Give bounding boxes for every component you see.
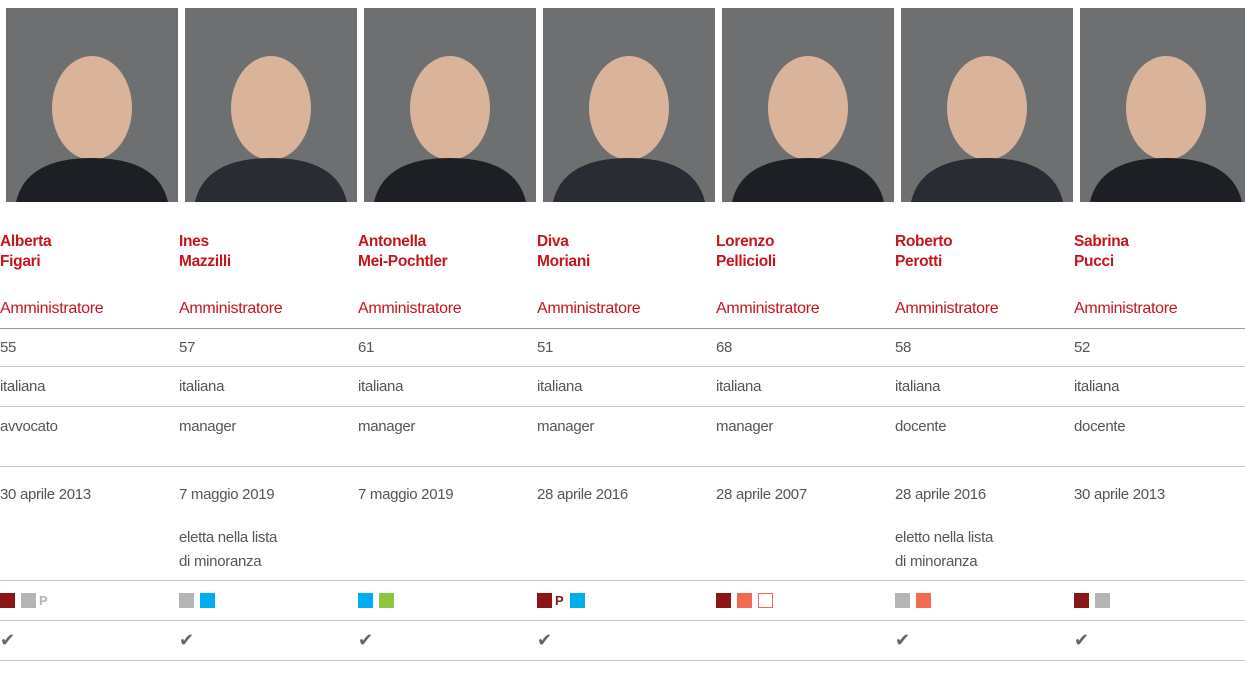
first-name: Lorenzo [716,233,775,250]
last-name: Figari [0,253,41,270]
note: eletta nella lista [179,529,277,546]
nationality: italiana [358,378,404,395]
first-name: Sabrina [1074,233,1129,250]
committee-icon [379,593,394,608]
row-divider [0,366,1245,367]
age: 57 [179,339,196,356]
profession: docente [895,418,947,435]
independence-check: ✔ [179,630,194,650]
nationality: italiana [895,378,941,395]
profession: manager [716,418,774,435]
appointment-date: 28 aprile 2016 [537,486,628,503]
independence-check: ✔ [537,630,552,650]
committee-icon [0,593,15,608]
committee-icon [179,593,194,608]
nationality: italiana [716,378,762,395]
committee-icon [895,593,910,608]
appointment-date: 7 maggio 2019 [179,486,275,503]
committee-role: P [39,593,48,608]
appointment-date: 7 maggio 2019 [358,486,454,503]
committee-icon [737,593,752,608]
committee-icon [1095,593,1110,608]
committee-icon [716,593,731,608]
first-name: Roberto [895,233,953,250]
profession: manager [537,418,595,435]
age: 68 [716,339,733,356]
appointment-date: 28 aprile 2007 [716,486,807,503]
portrait-figure [553,56,705,202]
note: eletto nella lista [895,529,993,546]
age: 61 [358,339,375,356]
portrait [185,8,357,202]
committee-icon [758,593,773,608]
first-name: Ines [179,233,209,250]
profession: manager [358,418,416,435]
row-divider [0,466,1245,467]
portrait [364,8,536,202]
portrait-figure [911,56,1063,202]
age: 55 [0,339,17,356]
portrait [901,8,1073,202]
note: di minoranza [895,553,978,570]
portrait [543,8,715,202]
last-name: Perotti [895,253,942,270]
age: 51 [537,339,554,356]
committee-icon [358,593,373,608]
role: Amministratore [0,300,104,317]
independence-check: ✔ [1074,630,1089,650]
nationality: italiana [537,378,583,395]
last-name: Mei-Pochtler [358,253,448,270]
committee-icon [537,593,552,608]
age: 52 [1074,339,1091,356]
age: 58 [895,339,912,356]
appointment-date: 30 aprile 2013 [1074,486,1165,503]
independence-check: ✔ [0,630,15,650]
first-name: Alberta [0,233,52,250]
row-divider [0,406,1245,407]
committee-icon [570,593,585,608]
portrait-figure [1090,56,1242,202]
committee-role: P [555,593,564,608]
appointment-date: 28 aprile 2016 [895,486,986,503]
portrait [722,8,894,202]
portrait-figure [16,56,168,202]
appointment-date: 30 aprile 2013 [0,486,91,503]
role: Amministratore [358,300,462,317]
portrait-figure [195,56,347,202]
independence-check: ✔ [358,630,373,650]
nationality: italiana [0,378,46,395]
nationality: italiana [1074,378,1120,395]
row-divider [0,620,1245,621]
committee-icon [21,593,36,608]
role: Amministratore [537,300,641,317]
portrait-figure [374,56,526,202]
row-divider [0,580,1245,581]
profession: manager [179,418,237,435]
role: Amministratore [1074,300,1178,317]
role: Amministratore [895,300,999,317]
first-name: Diva [537,233,569,250]
committee-icon [916,593,931,608]
last-name: Pellicioli [716,253,776,270]
committee-icon [200,593,215,608]
last-name: Pucci [1074,253,1114,270]
last-name: Mazzilli [179,253,231,270]
note: di minoranza [179,553,262,570]
row-divider [0,660,1245,661]
profession: docente [1074,418,1126,435]
role: Amministratore [179,300,283,317]
profession: avvocato [0,418,58,435]
independence-check: ✔ [895,630,910,650]
committee-icon [1074,593,1089,608]
role: Amministratore [716,300,820,317]
row-divider [0,328,1245,329]
portrait-figure [732,56,884,202]
first-name: Antonella [358,233,426,250]
portrait [1080,8,1245,202]
last-name: Moriani [537,253,591,270]
portrait [6,8,178,202]
nationality: italiana [179,378,225,395]
